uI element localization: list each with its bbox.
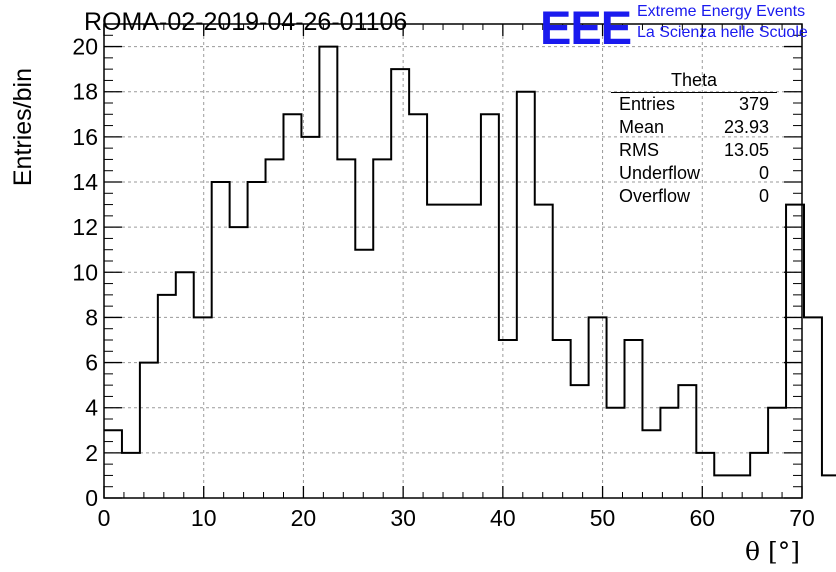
x-tick-label: 70 bbox=[789, 505, 815, 531]
x-tick-label: 0 bbox=[98, 505, 111, 531]
stats-label: Overflow bbox=[619, 186, 691, 206]
histogram-bin bbox=[517, 92, 535, 498]
logo-caption-line2: La Scienza nelle Scuole bbox=[637, 24, 808, 41]
histogram-bin bbox=[750, 453, 768, 498]
eee-logo: EEE bbox=[540, 1, 632, 54]
x-tick-label: 40 bbox=[490, 505, 516, 531]
histogram-bin bbox=[248, 182, 266, 498]
stats-row-underflow: Underflow 0 bbox=[611, 162, 777, 185]
axis-ticks bbox=[103, 23, 803, 499]
y-tick-label: 18 bbox=[72, 79, 98, 105]
histogram-bin bbox=[499, 340, 517, 498]
tick-labels: 0 10 20 30 40 50 60 70 0 2 4 6 8 10 12 14 16 18 20 bbox=[72, 34, 814, 531]
stats-value: 379 bbox=[738, 94, 769, 114]
y-tick-label: 20 bbox=[72, 34, 98, 60]
x-axis-title: θ [°] bbox=[745, 537, 800, 566]
histogram-bin bbox=[373, 159, 391, 498]
histogram-bin bbox=[571, 385, 589, 498]
stats-label: RMS bbox=[619, 140, 659, 160]
y-tick-label: 12 bbox=[72, 214, 98, 240]
stats-box-title: Theta bbox=[611, 70, 777, 93]
run-title: ROMA-02-2019-04-26-01106 bbox=[84, 8, 408, 36]
stats-value: 0 bbox=[758, 186, 769, 206]
histogram-bin bbox=[140, 363, 158, 498]
histogram-bin bbox=[355, 250, 373, 498]
x-tick-label: 60 bbox=[689, 505, 715, 531]
y-tick-label: 0 bbox=[85, 485, 98, 511]
histogram-bin bbox=[481, 114, 499, 498]
stats-row-entries: Entries 379 bbox=[611, 93, 777, 116]
histogram-bin bbox=[696, 453, 714, 498]
histogram-step-line bbox=[104, 45, 836, 477]
histogram-bin bbox=[122, 453, 140, 498]
x-tick-label: 30 bbox=[390, 505, 416, 531]
histogram-bin bbox=[714, 475, 732, 498]
histogram-bin bbox=[642, 430, 660, 498]
x-tick-label: 50 bbox=[590, 505, 616, 531]
y-tick-label: 2 bbox=[85, 440, 98, 466]
stats-label: Mean bbox=[619, 117, 665, 137]
histogram-bin bbox=[678, 385, 696, 498]
y-tick-label: 8 bbox=[85, 304, 98, 330]
histogram-bin bbox=[445, 205, 463, 498]
stats-label: Underflow bbox=[619, 163, 701, 183]
stats-row-mean: Mean 23.93 bbox=[611, 116, 777, 139]
logo-caption-line1: Extreme Energy Events bbox=[637, 3, 806, 20]
histogram-bin bbox=[391, 69, 409, 498]
histogram-bin bbox=[535, 205, 553, 498]
stats-value: 23.93 bbox=[723, 117, 769, 137]
grid-lines bbox=[104, 24, 802, 498]
histogram-bin bbox=[804, 317, 822, 498]
histogram-bin bbox=[463, 205, 481, 498]
stats-box: Theta Entries 379 Mean 23.93 RMS 13.05 U… bbox=[611, 70, 777, 208]
histogram-bin bbox=[553, 340, 571, 498]
x-tick-label: 20 bbox=[291, 505, 317, 531]
y-tick-label: 10 bbox=[72, 259, 98, 285]
y-tick-label: 16 bbox=[72, 124, 98, 150]
histogram-bin bbox=[409, 114, 427, 498]
stats-label: Entries bbox=[619, 94, 676, 114]
histogram-bin bbox=[625, 340, 643, 498]
x-tick-label: 10 bbox=[191, 505, 217, 531]
y-tick-label: 14 bbox=[72, 169, 98, 195]
stats-row-rms: RMS 13.05 bbox=[611, 139, 777, 162]
stats-value: 0 bbox=[758, 163, 769, 183]
histogram-bin bbox=[158, 295, 176, 498]
y-tick-label: 4 bbox=[85, 395, 98, 421]
stats-value: 13.05 bbox=[723, 140, 769, 160]
y-tick-label: 6 bbox=[85, 350, 98, 376]
histogram-bin bbox=[732, 475, 750, 498]
histogram-bin bbox=[212, 182, 230, 498]
histogram-bin bbox=[176, 272, 194, 498]
histogram-bin bbox=[283, 114, 301, 498]
histogram-bin bbox=[337, 159, 355, 498]
histogram-bin bbox=[822, 475, 836, 498]
histogram-bin bbox=[266, 159, 284, 498]
histogram-bin bbox=[427, 205, 445, 498]
y-axis-title: Entries/bin bbox=[9, 68, 37, 186]
stats-row-overflow: Overflow 0 bbox=[611, 185, 777, 208]
